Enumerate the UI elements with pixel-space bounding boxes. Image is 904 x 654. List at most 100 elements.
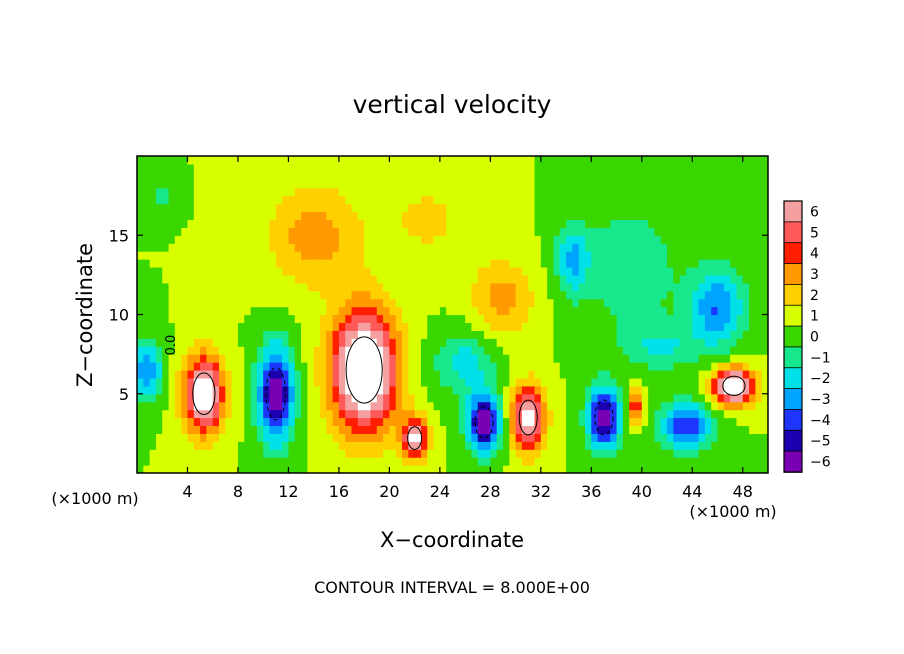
heatmap-cell [307, 401, 315, 411]
heatmap-cell [212, 449, 220, 458]
heatmap-cell [654, 243, 662, 252]
heatmap-cell [275, 171, 283, 181]
heatmap-cell [433, 163, 441, 173]
heatmap-cell [540, 266, 548, 276]
heatmap-cell [585, 274, 592, 284]
heatmap-cell [319, 362, 327, 371]
heatmap-cell [357, 338, 365, 347]
heatmap-cell [667, 163, 674, 173]
heatmap-cell [578, 369, 586, 379]
heatmap-cell [263, 465, 271, 473]
heatmap-cell [307, 425, 315, 434]
heatmap-cell [174, 195, 182, 205]
heatmap-cell [761, 219, 768, 228]
heatmap-cell [742, 322, 750, 331]
heatmap-cell [420, 346, 428, 355]
heatmap-cell [206, 266, 214, 276]
heatmap-cell [528, 457, 536, 466]
heatmap-cell [237, 449, 245, 458]
heatmap-cell [181, 401, 189, 411]
heatmap-cell [477, 298, 485, 308]
heatmap-cell [225, 298, 233, 308]
heatmap-cell [187, 282, 195, 292]
heatmap-cell [673, 377, 681, 387]
heatmap-cell [200, 425, 208, 434]
heatmap-cell [534, 251, 542, 260]
heatmap-cell [566, 156, 573, 165]
heatmap-cell [162, 219, 170, 228]
heatmap-cell [534, 346, 542, 355]
heatmap-cell [452, 449, 460, 458]
heatmap-cell [307, 227, 315, 236]
heatmap-cell [591, 282, 599, 292]
heatmap-cell [559, 243, 567, 252]
heatmap-cell [458, 417, 466, 427]
heatmap-cell [692, 187, 700, 197]
heatmap-cell [364, 314, 372, 324]
heatmap-cell [540, 274, 548, 284]
heatmap-cell [610, 385, 618, 395]
heatmap-cell [225, 235, 233, 244]
heatmap-cell [635, 235, 643, 244]
heatmap-cell [566, 369, 573, 379]
heatmap-cell [597, 457, 605, 466]
heatmap-cell [692, 203, 700, 213]
heatmap-cell [490, 282, 498, 292]
heatmap-cell [414, 465, 422, 473]
heatmap-cell [376, 274, 384, 284]
heatmap-cell [717, 274, 725, 284]
heatmap-cell [231, 385, 239, 395]
heatmap-cell [616, 449, 624, 458]
heatmap-cell [667, 179, 674, 189]
heatmap-cell [345, 425, 353, 434]
heatmap-cell [225, 251, 233, 260]
heatmap-cell [402, 417, 409, 427]
heatmap-cell [597, 338, 605, 347]
heatmap-cell [275, 346, 283, 355]
heatmap-cell [395, 425, 403, 434]
heatmap-cell [585, 369, 592, 379]
heatmap-cell [307, 338, 315, 347]
heatmap-cell [275, 298, 283, 308]
heatmap-cell [553, 171, 561, 181]
heatmap-cell [452, 377, 460, 387]
heatmap-cell [547, 235, 555, 244]
heatmap-cell [723, 346, 731, 355]
heatmap-cell [755, 369, 763, 379]
heatmap-cell [137, 401, 144, 411]
heatmap-cell [547, 274, 555, 284]
heatmap-cell [742, 298, 750, 308]
heatmap-cell [307, 171, 315, 181]
heatmap-cell [244, 282, 252, 292]
heatmap-cell [711, 338, 719, 347]
heatmap-cell [149, 449, 157, 458]
heatmap-cell [162, 156, 170, 165]
heatmap-cell [711, 306, 719, 316]
heatmap-cell [502, 259, 510, 268]
heatmap-cell [547, 282, 555, 292]
heatmap-cell [484, 385, 491, 395]
heatmap-cell [452, 203, 460, 213]
heatmap-cell [155, 290, 163, 300]
heatmap-cell [515, 298, 523, 308]
heatmap-cell [338, 179, 346, 189]
heatmap-cell [364, 203, 372, 213]
heatmap-cell [181, 354, 189, 363]
heatmap-cell [597, 433, 605, 442]
heatmap-cell [414, 425, 422, 434]
heatmap-cell [597, 409, 605, 419]
heatmap-cell [685, 369, 693, 379]
heatmap-cell [490, 449, 498, 458]
heatmap-cell [237, 203, 245, 213]
heatmap-cell [521, 171, 529, 181]
heatmap-cell [654, 259, 662, 268]
heatmap-cell [673, 409, 681, 419]
heatmap-cell [477, 346, 485, 355]
heatmap-cell [660, 393, 668, 403]
heatmap-cell [137, 251, 144, 260]
heatmap-cell [635, 322, 643, 331]
heatmap-cell [654, 163, 662, 173]
heatmap-cell [319, 465, 327, 473]
heatmap-cell [225, 346, 233, 355]
heatmap-cell [143, 425, 151, 434]
